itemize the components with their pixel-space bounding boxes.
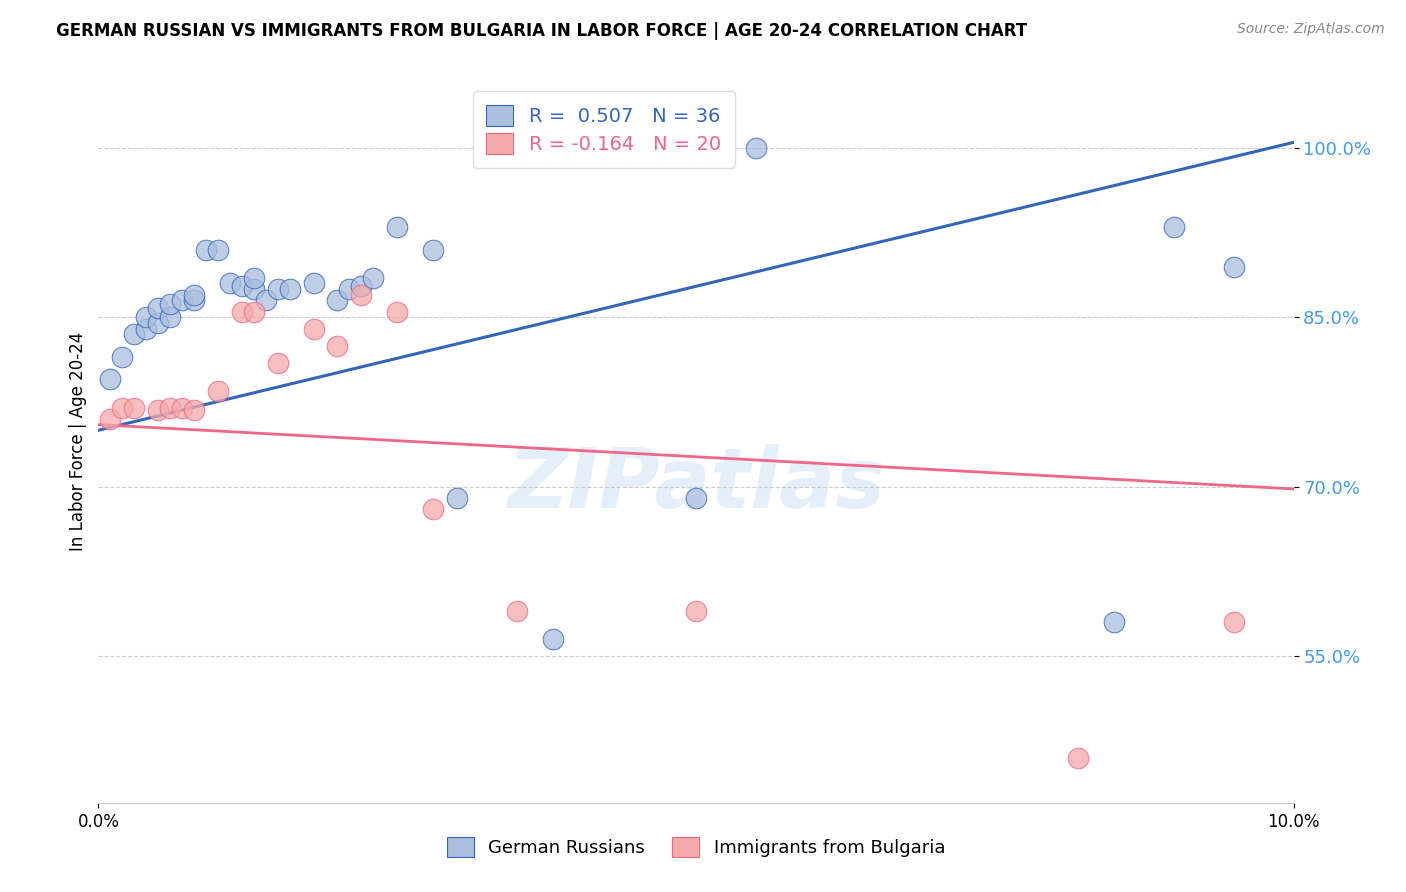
- Point: [231, 278, 253, 293]
- Point: [339, 282, 361, 296]
- Point: [267, 282, 290, 296]
- Point: [326, 293, 349, 308]
- Point: [446, 491, 468, 505]
- Point: [302, 321, 325, 335]
- Legend: German Russians, Immigrants from Bulgaria: German Russians, Immigrants from Bulgari…: [437, 828, 955, 866]
- Point: [278, 282, 301, 296]
- Point: [111, 401, 134, 415]
- Point: [159, 310, 181, 325]
- Point: [326, 338, 349, 352]
- Point: [254, 293, 277, 308]
- Point: [183, 287, 205, 301]
- Point: [148, 301, 170, 316]
- Point: [207, 243, 229, 257]
- Point: [124, 327, 146, 342]
- Text: ZIPatlas: ZIPatlas: [508, 444, 884, 525]
- Point: [195, 243, 218, 257]
- Point: [1104, 615, 1126, 630]
- Point: [745, 141, 768, 155]
- Point: [172, 293, 194, 308]
- Point: [148, 316, 170, 330]
- Point: [135, 321, 157, 335]
- Point: [422, 243, 444, 257]
- Point: [231, 304, 253, 318]
- Text: GERMAN RUSSIAN VS IMMIGRANTS FROM BULGARIA IN LABOR FORCE | AGE 20-24 CORRELATIO: GERMAN RUSSIAN VS IMMIGRANTS FROM BULGAR…: [56, 22, 1028, 40]
- Point: [685, 604, 707, 618]
- Point: [350, 287, 373, 301]
- Point: [422, 502, 444, 516]
- Point: [1067, 750, 1090, 764]
- Point: [159, 297, 181, 311]
- Point: [98, 412, 122, 426]
- Point: [385, 220, 409, 235]
- Point: [243, 270, 266, 285]
- Point: [159, 401, 181, 415]
- Point: [267, 355, 290, 369]
- Point: [111, 350, 134, 364]
- Point: [243, 282, 266, 296]
- Point: [207, 384, 229, 398]
- Point: [541, 632, 564, 646]
- Point: [385, 304, 409, 318]
- Y-axis label: In Labor Force | Age 20-24: In Labor Force | Age 20-24: [69, 332, 87, 551]
- Point: [148, 403, 170, 417]
- Point: [1163, 220, 1185, 235]
- Point: [506, 604, 529, 618]
- Point: [135, 310, 157, 325]
- Point: [363, 270, 385, 285]
- Point: [1223, 260, 1246, 274]
- Point: [350, 278, 373, 293]
- Point: [183, 293, 205, 308]
- Point: [172, 401, 194, 415]
- Point: [506, 141, 529, 155]
- Point: [1223, 615, 1246, 630]
- Point: [219, 277, 242, 291]
- Text: Source: ZipAtlas.com: Source: ZipAtlas.com: [1237, 22, 1385, 37]
- Point: [124, 401, 146, 415]
- Point: [183, 403, 205, 417]
- Point: [302, 277, 325, 291]
- Point: [243, 304, 266, 318]
- Point: [685, 491, 707, 505]
- Point: [98, 372, 122, 386]
